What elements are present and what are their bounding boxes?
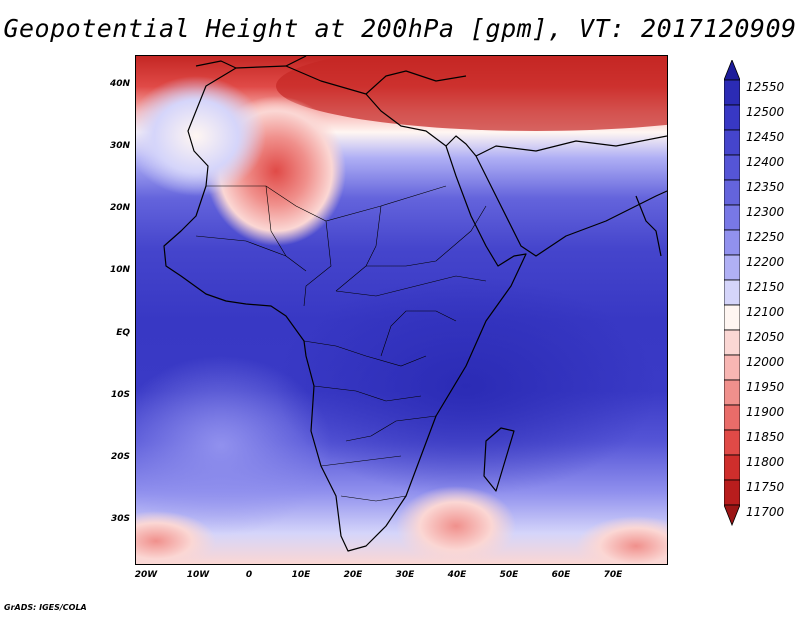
geopotential-field	[136, 56, 667, 564]
lat-label-eq: EQ	[116, 328, 130, 338]
legend-label-12400: 12400	[746, 155, 785, 169]
lon-label-70e: 70E	[603, 570, 623, 580]
lon-label-10e: 10E	[291, 570, 311, 580]
legend-label-11800: 11800	[746, 455, 785, 469]
legend-label-12350: 12350	[746, 180, 785, 194]
legend-label-12550: 12550	[746, 80, 785, 94]
coastlines	[163, 56, 667, 552]
lon-label-60e: 60E	[551, 570, 571, 580]
legend-label-12100: 12100	[746, 305, 785, 319]
legend-label-12500: 12500	[746, 105, 785, 119]
colorbar-segment	[724, 154, 740, 181]
country-borders	[195, 185, 487, 502]
colorbar-segment	[724, 229, 740, 256]
colorbar-segment	[724, 279, 740, 306]
colorbar-segment	[724, 354, 740, 381]
legend-label-12000: 12000	[746, 355, 785, 369]
colorbar-segment	[724, 404, 740, 431]
map-panel	[135, 55, 668, 565]
lat-label-40n: 40N	[109, 79, 130, 89]
colorbar-segment	[724, 204, 740, 231]
colorbar-segment	[724, 179, 740, 206]
lat-label-20n: 20N	[109, 203, 130, 213]
grads-credit: GrADS: IGES/COLA	[4, 603, 87, 612]
map-title: Geopotential Height at 200hPa [gpm], VT:…	[3, 14, 797, 43]
lon-label-30e: 30E	[395, 570, 415, 580]
lon-label-20w: 20W	[134, 570, 158, 580]
legend-label-12150: 12150	[746, 280, 785, 294]
lat-label-10n: 10N	[109, 265, 130, 275]
colorbar-top-arrow	[724, 60, 740, 81]
colorbar-bottom-arrow	[724, 504, 740, 527]
legend-label-11900: 11900	[746, 405, 785, 419]
lon-label-20e: 20E	[343, 570, 363, 580]
colorbar-segment	[724, 104, 740, 131]
legend-label-11850: 11850	[746, 430, 785, 444]
legend-label-12200: 12200	[746, 255, 785, 269]
legend-label-12300: 12300	[746, 205, 785, 219]
lon-label-50e: 50E	[499, 570, 519, 580]
lat-label-20s: 20S	[110, 452, 130, 462]
lat-label-30n: 30N	[109, 141, 130, 151]
lat-label-10s: 10S	[110, 390, 130, 400]
legend-label-12250: 12250	[746, 230, 785, 244]
colorbar-segment	[724, 254, 740, 281]
colorbar	[724, 60, 740, 527]
colorbar-segment	[724, 79, 740, 106]
lon-label-40e: 40E	[447, 570, 467, 580]
colorbar-segment	[724, 479, 740, 506]
legend-label-12450: 12450	[746, 130, 785, 144]
colorbar-segment	[724, 379, 740, 406]
lon-label-10w: 10W	[186, 570, 210, 580]
legend-label-11950: 11950	[746, 380, 785, 394]
lat-label-30s: 30S	[110, 514, 130, 524]
colorbar-segment	[724, 454, 740, 481]
colorbar-segment	[724, 304, 740, 331]
colorbar-segment	[724, 329, 740, 356]
colorbar-segment	[724, 429, 740, 456]
legend-label-11700: 11700	[746, 505, 785, 519]
lon-label-0: 0	[245, 570, 253, 580]
legend-label-12050: 12050	[746, 330, 785, 344]
colorbar-segment	[724, 129, 740, 156]
legend-label-11750: 11750	[746, 480, 785, 494]
